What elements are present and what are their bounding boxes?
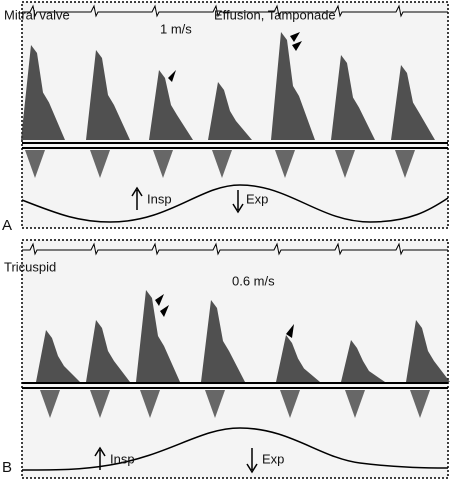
panel-label: A xyxy=(2,217,12,234)
arrowhead xyxy=(168,70,176,82)
panel-title: Tricuspid xyxy=(4,259,56,274)
doppler-reverse xyxy=(205,390,225,418)
doppler-reverse xyxy=(345,390,365,418)
doppler-envelope xyxy=(149,70,193,140)
doppler-envelope xyxy=(201,300,245,382)
arrow-up xyxy=(131,186,143,210)
doppler-reverse xyxy=(153,150,173,178)
doppler-envelope xyxy=(21,45,65,140)
doppler-reverse xyxy=(140,390,160,418)
doppler-reverse xyxy=(275,150,295,178)
exp-label: Exp xyxy=(262,451,284,466)
respiratory-trace xyxy=(21,427,449,471)
doppler-envelope xyxy=(136,290,180,382)
doppler-reverse xyxy=(40,390,60,418)
doppler-reverse xyxy=(90,390,110,418)
exp-label: Exp xyxy=(246,191,268,206)
doppler-reverse xyxy=(212,150,232,178)
arrow-down xyxy=(232,190,244,214)
scale-label: 0.6 m/s xyxy=(232,273,275,288)
doppler-reverse xyxy=(335,150,355,178)
ecg-trace xyxy=(22,4,448,18)
arrow-down xyxy=(246,448,258,474)
scale-label: 1 m/s xyxy=(160,21,192,36)
doppler-reverse xyxy=(25,150,45,178)
panel-a: Mitral valve Effusion, Tamponade 1 m/s I… xyxy=(2,1,449,234)
arrow-up xyxy=(94,446,106,470)
doppler-envelope xyxy=(406,320,450,382)
doppler-envelope xyxy=(36,330,80,382)
doppler-reverse xyxy=(280,390,300,418)
panel-b: Tricuspid 0.6 m/s Insp Exp B xyxy=(2,239,450,479)
arrowhead xyxy=(155,294,169,317)
doppler-envelope xyxy=(331,55,375,140)
panel-title: Mitral valve xyxy=(4,7,70,22)
doppler-envelope xyxy=(341,340,385,382)
doppler-reverse xyxy=(90,150,110,178)
doppler-envelope xyxy=(271,32,315,140)
panel-title: Effusion, Tamponade xyxy=(214,7,336,22)
arrowhead xyxy=(286,324,294,338)
panel-frame xyxy=(21,1,449,229)
insp-label: Insp xyxy=(147,191,172,206)
arrowhead xyxy=(290,32,302,51)
insp-label: Insp xyxy=(110,451,135,466)
doppler-reverse xyxy=(410,390,430,418)
doppler-envelope xyxy=(86,320,130,382)
respiratory-trace xyxy=(21,184,449,223)
doppler-reverse xyxy=(395,150,415,178)
doppler-envelope xyxy=(86,50,130,140)
ecg-trace xyxy=(22,242,448,256)
doppler-envelope xyxy=(276,335,320,382)
doppler-envelope xyxy=(208,82,252,140)
doppler-envelope xyxy=(391,65,435,140)
panel-label: B xyxy=(2,459,12,476)
